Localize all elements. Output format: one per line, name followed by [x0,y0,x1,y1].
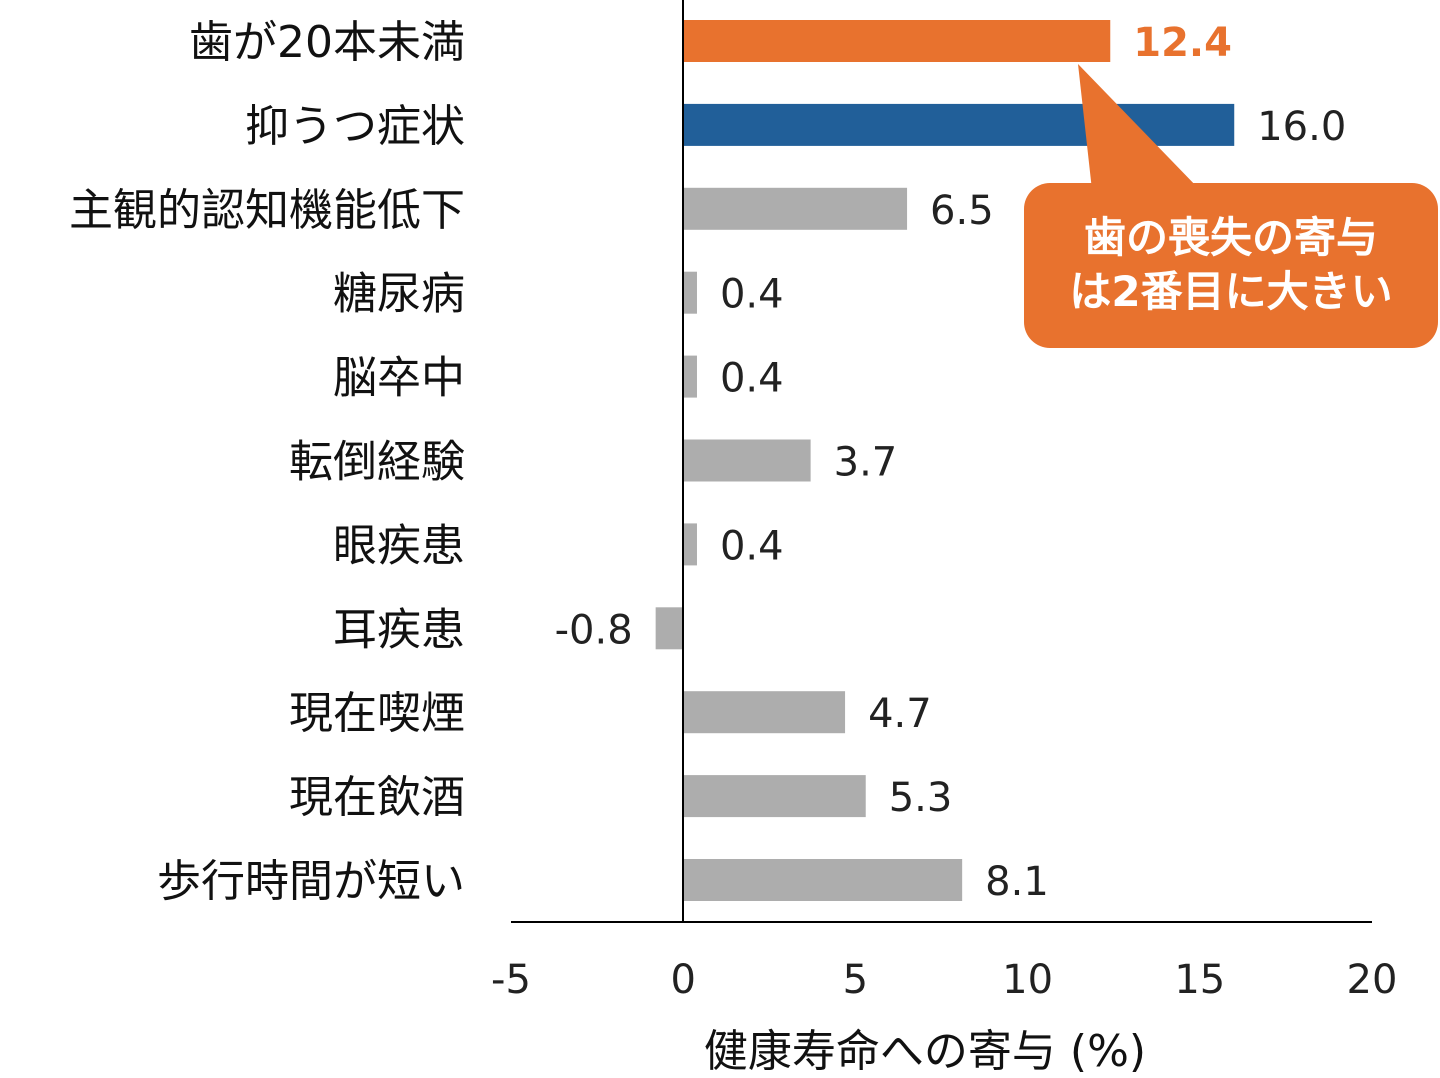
value-label: 0.4 [720,523,784,569]
bar [683,691,846,734]
x-tick-label: 5 [843,957,868,1003]
bar [683,271,697,314]
category-label: 現在飲酒 [289,772,465,823]
bar [655,607,684,650]
x-tick-label: 10 [1002,957,1053,1003]
x-tick-label: -5 [491,957,531,1003]
category-label: 現在喫煙 [289,688,465,739]
x-axis-label: 健康寿命への寄与 (%) [704,1026,1146,1074]
category-label: 抑うつ症状 [245,101,465,152]
category-label: 脳卒中 [333,353,465,404]
callout-line-1: 歯の喪失の寄与 [1084,213,1378,262]
bar [683,187,908,230]
bar [683,523,697,566]
x-tick-label: 15 [1174,957,1225,1003]
bar [683,20,1111,62]
value-label: 4.7 [868,691,932,737]
category-label: 耳疾患 [333,604,465,655]
bar [683,859,963,901]
bar [683,103,1235,146]
category-label: 転倒経験 [289,437,465,488]
category-label: 眼疾患 [333,520,465,571]
category-label: 主観的認知機能低下 [69,185,465,236]
annotation-callout: 歯の喪失の寄与 は2番目に大きい [1024,64,1438,348]
value-label: 3.7 [834,440,898,486]
x-tick-label: 0 [670,957,695,1003]
callout-box [1024,183,1438,348]
value-label: 16.0 [1257,104,1346,150]
value-label: 8.1 [985,859,1049,905]
callout-pointer [1078,64,1200,190]
value-label: 0.4 [720,356,784,402]
category-label: 歩行時間が短い [157,856,465,907]
value-label: 12.4 [1133,20,1232,66]
callout-line-2: は2番目に大きい [1069,267,1392,316]
bar [683,355,697,398]
category-label: 糖尿病 [333,269,465,320]
value-label: 6.5 [930,188,994,234]
value-label: -0.8 [555,607,633,653]
bar [683,775,866,818]
bar [683,439,811,482]
x-tick-label: 20 [1347,957,1398,1003]
value-label: 0.4 [720,272,784,318]
category-label: 歯が20本未満 [189,17,465,68]
value-label: 5.3 [889,775,953,821]
